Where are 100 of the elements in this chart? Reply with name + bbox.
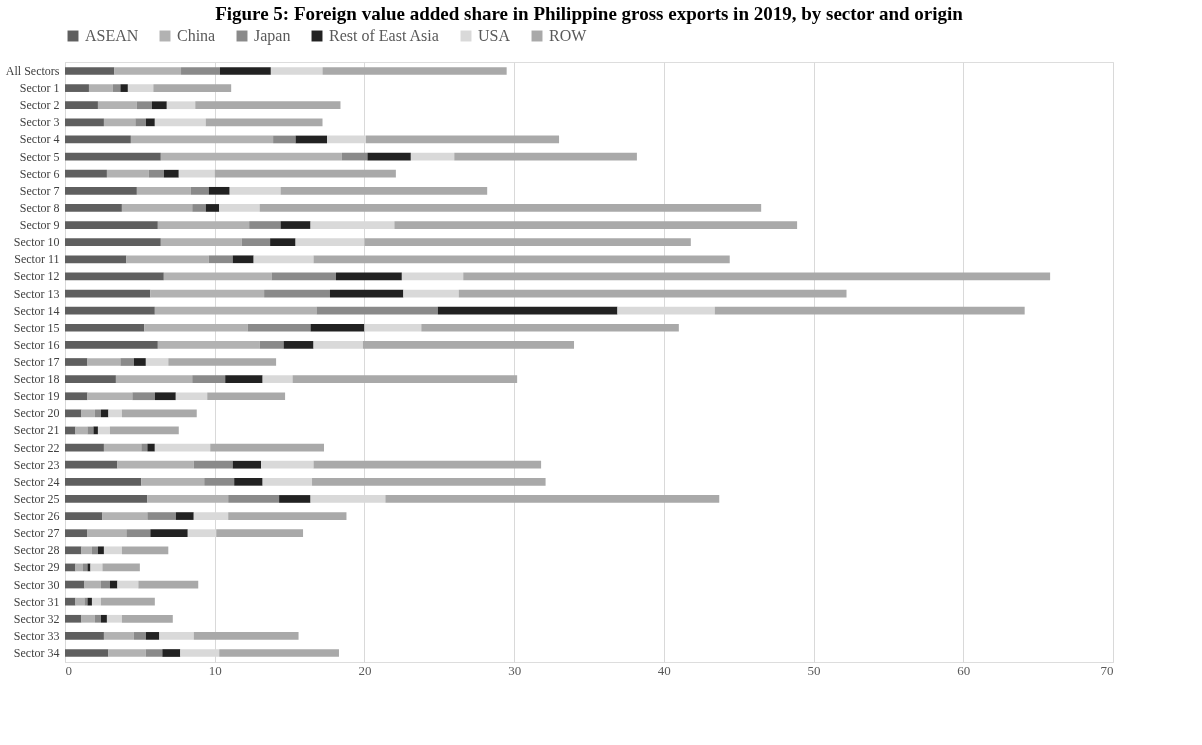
- bar: [154, 443, 211, 452]
- bar: [234, 477, 263, 486]
- bar: [108, 409, 122, 418]
- y-tick-label: Sector 16: [13, 337, 60, 352]
- bar: [145, 118, 155, 127]
- y-tick-label: Sector 33: [13, 628, 60, 643]
- y-tick-label: Sector 9: [19, 218, 60, 233]
- bar: [65, 101, 98, 110]
- bar: [364, 238, 691, 247]
- bar: [121, 409, 197, 418]
- bar: [100, 614, 107, 623]
- bar: [65, 614, 82, 623]
- legend-label: Rest of East Asia: [329, 27, 439, 44]
- bar: [154, 306, 317, 315]
- bar: [178, 169, 215, 178]
- bar: [65, 84, 89, 92]
- bar: [219, 67, 271, 75]
- y-tick-label: Sector 15: [13, 320, 60, 335]
- y-tick-label: Sector 28: [13, 543, 60, 558]
- bar: [112, 84, 121, 92]
- bar: [115, 375, 193, 383]
- y-tick-label: Sector 34: [13, 646, 60, 661]
- bar: [153, 84, 232, 92]
- bar: [259, 341, 284, 349]
- bar: [216, 529, 304, 538]
- bar: [362, 341, 575, 349]
- bar: [65, 289, 151, 298]
- bar: [126, 529, 151, 538]
- bar: [94, 409, 101, 418]
- bar: [65, 392, 88, 401]
- bar: [81, 546, 92, 555]
- bar: [270, 67, 323, 75]
- y-tick-label: Sector 12: [13, 269, 60, 284]
- y-tick-label: Sector 1: [19, 81, 60, 96]
- bar: [310, 323, 365, 332]
- bar: [114, 67, 182, 75]
- y-tick-label: Sector 27: [13, 526, 60, 541]
- x-tick-label: 70: [1100, 662, 1114, 678]
- bar: [65, 495, 148, 503]
- legend-label: ASEAN: [85, 27, 139, 44]
- bar: [106, 169, 149, 178]
- bar: [714, 306, 1025, 315]
- bar: [75, 597, 85, 606]
- y-tick-label: Sector 13: [13, 286, 60, 301]
- bar: [130, 135, 274, 144]
- bar: [163, 272, 272, 281]
- bar: [100, 580, 110, 589]
- bar: [229, 186, 281, 195]
- bar: [138, 580, 199, 589]
- bar: [193, 460, 233, 469]
- bar: [65, 221, 158, 229]
- bar: [168, 358, 277, 366]
- y-tick-label: Sector 32: [13, 611, 60, 626]
- legend-label: USA: [478, 27, 511, 44]
- bar: [136, 186, 191, 195]
- bar: [65, 632, 104, 640]
- bar: [232, 460, 262, 469]
- bar: [225, 375, 263, 383]
- bar: [106, 614, 122, 623]
- bar: [204, 477, 235, 486]
- bar: [102, 512, 148, 520]
- bar: [175, 392, 208, 401]
- bar: [329, 289, 404, 298]
- y-tick-label: Sector 20: [13, 406, 60, 421]
- x-tick-label: 40: [657, 662, 671, 678]
- bar: [159, 632, 194, 640]
- bar: [97, 101, 137, 110]
- bar: [91, 546, 98, 555]
- bar: [121, 546, 169, 555]
- y-tick-label: Sector 21: [13, 423, 60, 438]
- y-tick-label: Sector 11: [14, 252, 60, 267]
- bar: [91, 597, 101, 606]
- x-tick-label: 60: [957, 662, 971, 678]
- bar: [145, 358, 169, 366]
- bar: [214, 169, 396, 178]
- bar: [81, 614, 95, 623]
- bar: [410, 152, 455, 161]
- bar: [117, 580, 139, 589]
- x-tick-label: 20: [358, 662, 372, 678]
- bar: [75, 563, 83, 572]
- bar: [65, 546, 82, 555]
- bar: [65, 460, 118, 469]
- bar: [65, 306, 155, 315]
- bar: [175, 512, 194, 520]
- bar: [65, 118, 104, 127]
- bar: [313, 460, 542, 469]
- bar: [205, 118, 323, 127]
- y-tick-label: Sector 30: [13, 577, 60, 592]
- bar: [241, 238, 271, 247]
- bar: [280, 221, 311, 229]
- bar: [262, 477, 313, 486]
- bar: [249, 221, 281, 229]
- bar: [65, 477, 142, 486]
- bar: [65, 186, 137, 195]
- bar: [192, 204, 206, 212]
- bar: [208, 255, 233, 264]
- bar: [401, 272, 464, 281]
- bar: [136, 101, 152, 110]
- bar: [295, 238, 365, 247]
- x-tick-label: 10: [208, 662, 222, 678]
